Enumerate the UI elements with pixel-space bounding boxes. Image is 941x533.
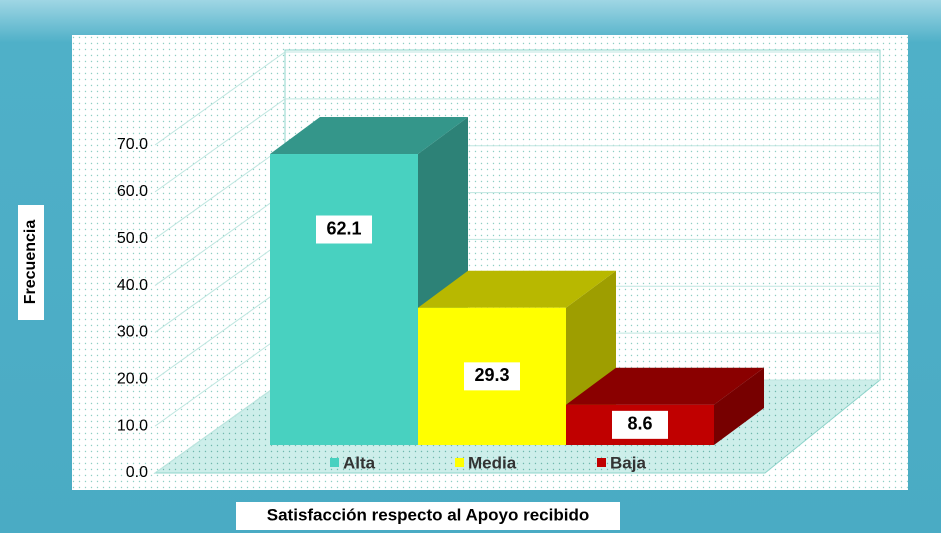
y-tick-label: 70.0 [117,136,148,153]
legend-label: Alta [343,453,376,472]
y-tick-label: 60.0 [117,183,148,200]
bar-side [714,367,764,445]
legend-label: Media [468,453,517,472]
y-tick-label: 0.0 [126,464,148,481]
bar [270,154,418,445]
legend-swatch [597,458,606,467]
y-tick-label: 40.0 [117,277,148,294]
y-title-box [18,205,44,320]
value-label-box [612,410,668,439]
value-label: 62.1 [326,218,361,238]
y-tick-label: 10.0 [117,417,148,434]
grid-line [154,98,880,193]
value-label-box [464,362,520,391]
x-title-box [236,502,620,530]
x-axis-title: Satisfacción respecto al Apoyo recibido [267,505,589,524]
bar-top [418,270,616,308]
y-tick-label: 50.0 [117,230,148,247]
grid-line [154,51,880,146]
value-label: 29.3 [474,365,509,385]
legend-swatch [330,458,339,467]
value-label-box [316,215,372,244]
legend-label: Baja [610,453,646,472]
value-label: 8.6 [627,414,652,434]
y-tick-label: 20.0 [117,371,148,388]
y-tick-label: 30.0 [117,324,148,341]
bar-top [566,367,764,405]
legend-swatch [455,458,464,467]
y-axis-title: Frecuencia [22,220,39,305]
bar-top [270,117,468,155]
